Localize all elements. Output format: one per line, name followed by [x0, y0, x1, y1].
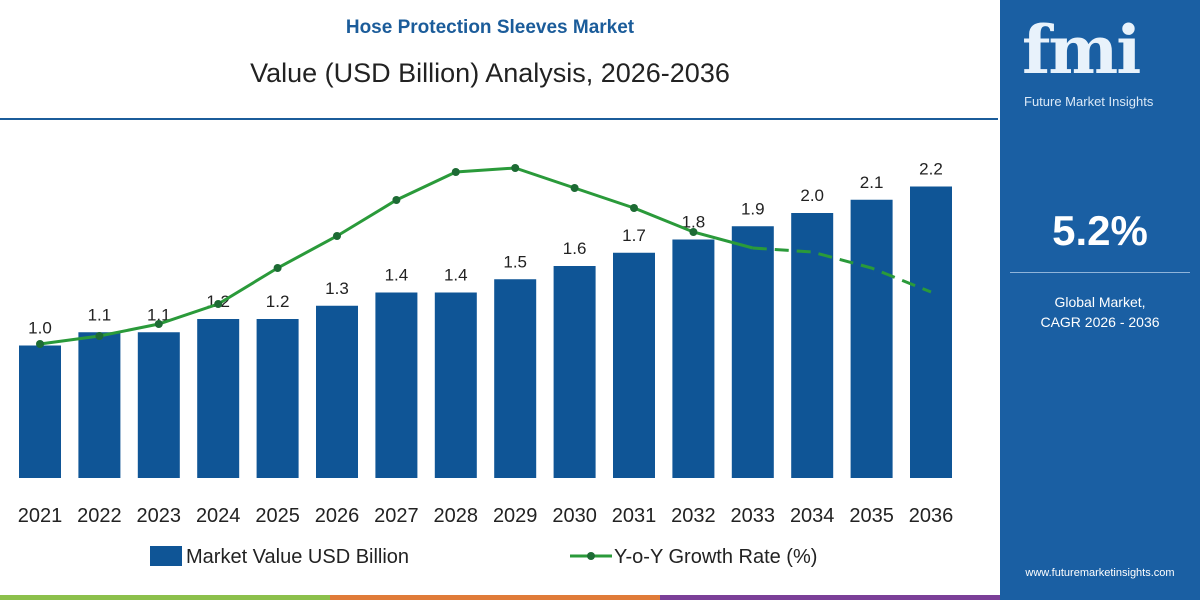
growth-point	[273, 264, 282, 272]
x-tick-label: 2033	[731, 505, 776, 527]
bar-label: 1.0	[28, 319, 52, 338]
chart-subtitle: Value (USD Billion) Analysis, 2026-2036	[250, 58, 730, 88]
bar-label: 1.7	[622, 226, 646, 245]
x-tick-label: 2027	[374, 505, 419, 527]
bar-label: 1.2	[266, 292, 290, 311]
bar	[19, 345, 61, 478]
cagr-label-2: CAGR 2026 - 2036	[1040, 314, 1160, 330]
bar-label: 1.3	[325, 279, 349, 298]
bar	[434, 292, 477, 478]
x-tick-label: 2036	[909, 505, 954, 527]
x-tick-label: 2025	[255, 505, 300, 527]
growth-point	[511, 164, 520, 172]
growth-point	[95, 332, 104, 340]
x-tick-label: 2030	[552, 505, 597, 527]
growth-point	[451, 168, 460, 176]
growth-point	[392, 196, 401, 204]
chart-title: Hose Protection Sleeves Market	[345, 17, 635, 38]
bar-label: 1.6	[563, 239, 587, 258]
bar	[197, 319, 240, 478]
growth-point	[333, 232, 341, 240]
side-panel: fmi Future Market Insights 5.2% Global M…	[1000, 0, 1200, 600]
x-tick-label: 2035	[849, 505, 894, 527]
legend-label-line: Y-o-Y Growth Rate (%)	[614, 546, 817, 568]
growth-point	[36, 340, 44, 348]
x-tick-label: 2029	[493, 505, 538, 527]
bar	[137, 332, 180, 478]
legend-label-bar: Market Value USD Billion	[186, 546, 409, 568]
bar	[850, 199, 893, 478]
x-tick-label: 2034	[790, 505, 835, 527]
bar-label: 1.1	[147, 305, 171, 324]
divider	[0, 118, 998, 120]
growth-line-forecast	[752, 246, 932, 294]
bar-label: 2.2	[919, 160, 943, 179]
bar	[553, 266, 596, 478]
bar	[256, 319, 299, 478]
x-tick-label: 2023	[137, 505, 182, 527]
logo-subtitle: Future Market Insights	[1024, 94, 1154, 109]
bar	[910, 186, 952, 478]
legend-marker-line	[587, 552, 595, 560]
bar	[791, 213, 834, 478]
bar-label: 2.0	[800, 186, 824, 205]
x-tick-label: 2026	[315, 505, 360, 527]
growth-point	[630, 204, 638, 212]
bar	[316, 305, 358, 478]
x-tick-label: 2031	[612, 505, 657, 527]
fmi-logo: fmi	[1022, 11, 1141, 89]
cagr-label-1: Global Market,	[1054, 294, 1146, 310]
bar	[731, 226, 774, 478]
footer-strip	[330, 595, 660, 600]
footer-strip	[0, 595, 330, 600]
bar	[78, 332, 121, 478]
bar	[375, 292, 418, 478]
growth-point	[570, 184, 579, 192]
divider	[1010, 272, 1190, 273]
bar-label: 2.1	[860, 173, 884, 192]
x-tick-label: 2028	[434, 505, 479, 527]
x-tick-label: 2022	[77, 505, 122, 527]
x-tick-label: 2024	[196, 505, 241, 527]
cagr-value: 5.2%	[1052, 207, 1148, 254]
chart: 1.020211.120221.120231.220241.220251.320…	[18, 160, 954, 569]
x-tick-label: 2032	[671, 505, 716, 527]
website-link[interactable]: www.futuremarketinsights.com	[1025, 567, 1175, 579]
growth-point	[154, 320, 163, 328]
bar-label: 1.4	[444, 266, 468, 285]
bar	[672, 239, 715, 478]
legend-swatch-bar	[150, 546, 182, 566]
bar-label: 1.9	[741, 199, 765, 218]
x-tick-label: 2021	[18, 505, 63, 527]
footer-strip	[660, 595, 1000, 600]
growth-point	[689, 228, 698, 236]
bar-label: 1.1	[88, 305, 112, 324]
bar	[494, 279, 537, 478]
bar	[613, 252, 655, 478]
bar-label: 1.8	[682, 213, 706, 232]
bar-label: 1.5	[503, 252, 527, 271]
bar-label: 1.4	[385, 266, 409, 285]
growth-point	[214, 300, 223, 308]
cagr-label: Global Market, CAGR 2026 - 2036	[1000, 292, 1200, 332]
